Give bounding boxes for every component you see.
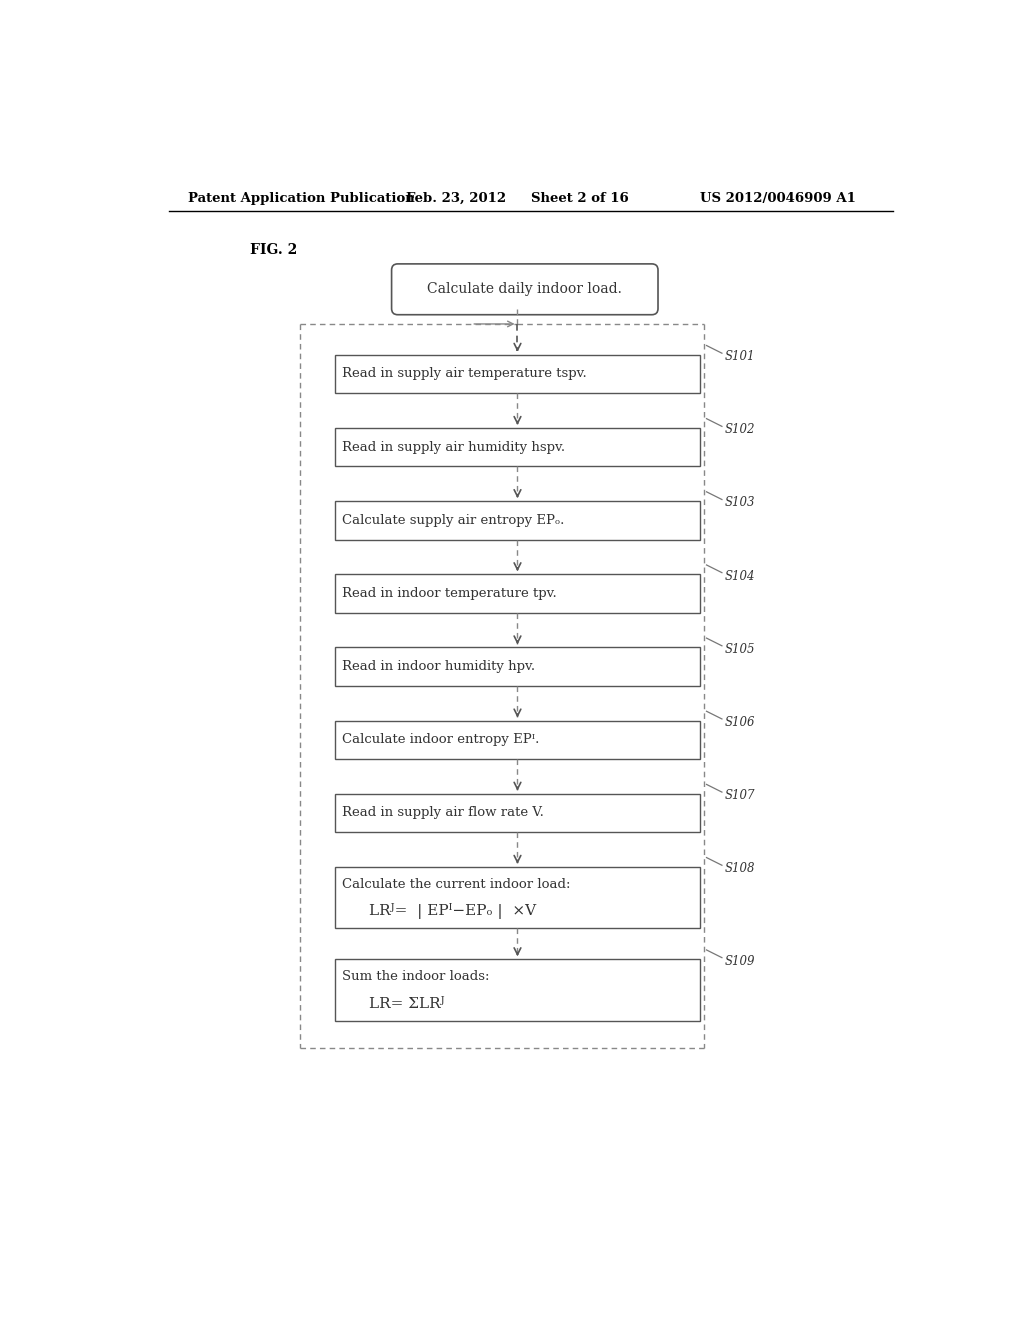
- Text: Read in supply air flow rate V.: Read in supply air flow rate V.: [342, 807, 544, 820]
- Text: Patent Application Publication: Patent Application Publication: [188, 191, 415, 205]
- Bar: [335, 574, 700, 612]
- Text: S109: S109: [725, 954, 756, 968]
- Text: LR= ΣLRᴶ: LR= ΣLRᴶ: [370, 997, 444, 1011]
- FancyBboxPatch shape: [391, 264, 658, 314]
- Text: S106: S106: [725, 715, 756, 729]
- Text: Read in indoor humidity hpv.: Read in indoor humidity hpv.: [342, 660, 536, 673]
- Text: S104: S104: [725, 570, 756, 582]
- Text: S103: S103: [725, 496, 756, 510]
- Text: LRᴶ=  | EPᴵ−EPₒ |  ×V: LRᴶ= | EPᴵ−EPₒ | ×V: [370, 903, 537, 919]
- Text: S108: S108: [725, 862, 756, 875]
- Text: Calculate supply air entropy EPₒ.: Calculate supply air entropy EPₒ.: [342, 513, 564, 527]
- Text: Sheet 2 of 16: Sheet 2 of 16: [531, 191, 629, 205]
- Text: Sum the indoor loads:: Sum the indoor loads:: [342, 970, 489, 983]
- Bar: [335, 502, 700, 540]
- Text: S107: S107: [725, 789, 756, 803]
- Text: S101: S101: [725, 350, 756, 363]
- Text: Calculate daily indoor load.: Calculate daily indoor load.: [427, 282, 623, 296]
- Text: US 2012/0046909 A1: US 2012/0046909 A1: [700, 191, 856, 205]
- Bar: [335, 960, 700, 1020]
- Text: Read in supply air temperature tspv.: Read in supply air temperature tspv.: [342, 367, 587, 380]
- Bar: [335, 428, 700, 466]
- Text: Calculate indoor entropy EPᴵ.: Calculate indoor entropy EPᴵ.: [342, 733, 540, 746]
- Bar: [335, 721, 700, 759]
- Bar: [335, 793, 700, 832]
- Text: Read in supply air humidity hspv.: Read in supply air humidity hspv.: [342, 441, 565, 454]
- Text: Read in indoor temperature tpv.: Read in indoor temperature tpv.: [342, 587, 557, 601]
- Bar: [335, 355, 700, 393]
- Text: S105: S105: [725, 643, 756, 656]
- Text: Feb. 23, 2012: Feb. 23, 2012: [407, 191, 506, 205]
- Text: S102: S102: [725, 424, 756, 437]
- Bar: [335, 647, 700, 686]
- Text: FIG. 2: FIG. 2: [250, 243, 297, 257]
- Text: Calculate the current indoor load:: Calculate the current indoor load:: [342, 878, 570, 891]
- Bar: [335, 867, 700, 928]
